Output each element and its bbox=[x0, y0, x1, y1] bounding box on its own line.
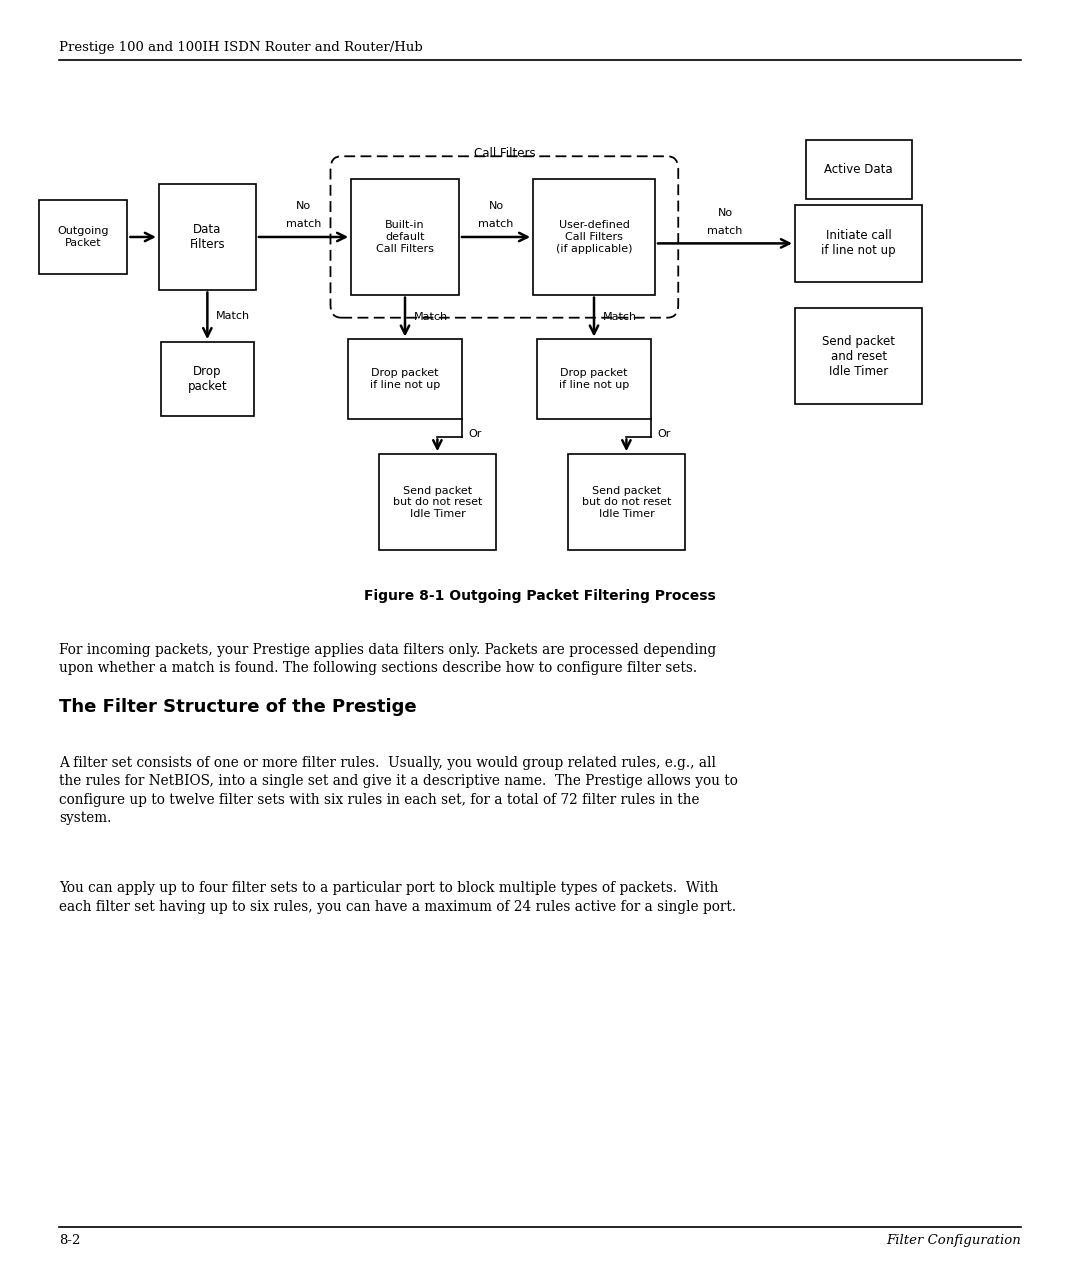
Text: Active Data: Active Data bbox=[824, 163, 893, 175]
Text: No: No bbox=[296, 201, 311, 211]
Text: Call Filters: Call Filters bbox=[473, 147, 536, 160]
Bar bbox=[351, 179, 459, 295]
Text: match: match bbox=[478, 219, 514, 229]
Bar bbox=[161, 342, 254, 416]
Text: Drop
packet: Drop packet bbox=[188, 365, 227, 393]
Bar bbox=[538, 339, 650, 419]
Text: For incoming packets, your Prestige applies data filters only. Packets are proce: For incoming packets, your Prestige appl… bbox=[59, 643, 717, 675]
Text: Or: Or bbox=[657, 429, 671, 439]
Bar bbox=[348, 339, 462, 419]
Text: User-defined
Call Filters
(if applicable): User-defined Call Filters (if applicable… bbox=[556, 220, 632, 254]
Bar bbox=[806, 140, 912, 199]
Text: A filter set consists of one or more filter rules.  Usually, you would group rel: A filter set consists of one or more fil… bbox=[59, 756, 739, 825]
Text: Match: Match bbox=[216, 311, 251, 320]
Text: Data
Filters: Data Filters bbox=[190, 223, 225, 251]
Text: Match: Match bbox=[603, 313, 637, 322]
Text: Send packet
but do not reset
Idle Timer: Send packet but do not reset Idle Timer bbox=[393, 485, 482, 519]
Bar bbox=[534, 179, 654, 295]
Text: match: match bbox=[707, 225, 743, 236]
Text: Outgoing
Packet: Outgoing Packet bbox=[57, 227, 109, 247]
Text: No: No bbox=[488, 201, 503, 211]
Text: Match: Match bbox=[414, 313, 448, 322]
Text: Filter Configuration: Filter Configuration bbox=[886, 1234, 1021, 1246]
Text: Send packet
but do not reset
Idle Timer: Send packet but do not reset Idle Timer bbox=[582, 485, 671, 519]
Bar bbox=[39, 200, 127, 274]
Bar bbox=[795, 309, 922, 405]
Text: Send packet
and reset
Idle Timer: Send packet and reset Idle Timer bbox=[822, 334, 895, 378]
Text: You can apply up to four filter sets to a particular port to block multiple type: You can apply up to four filter sets to … bbox=[59, 881, 737, 913]
Text: Figure 8-1 Outgoing Packet Filtering Process: Figure 8-1 Outgoing Packet Filtering Pro… bbox=[364, 589, 716, 603]
Bar bbox=[568, 455, 685, 551]
Text: Built-in
default
Call Filters: Built-in default Call Filters bbox=[376, 220, 434, 254]
Bar bbox=[379, 455, 496, 551]
Text: Drop packet
if line not up: Drop packet if line not up bbox=[369, 369, 441, 389]
Text: The Filter Structure of the Prestige: The Filter Structure of the Prestige bbox=[59, 698, 417, 716]
Text: 8-2: 8-2 bbox=[59, 1234, 81, 1246]
Text: Drop packet
if line not up: Drop packet if line not up bbox=[558, 369, 630, 389]
Text: Or: Or bbox=[469, 429, 482, 439]
Text: No: No bbox=[717, 208, 732, 218]
Text: Prestige 100 and 100IH ISDN Router and Router/Hub: Prestige 100 and 100IH ISDN Router and R… bbox=[59, 41, 423, 54]
Bar bbox=[795, 205, 922, 282]
Text: Initiate call
if line not up: Initiate call if line not up bbox=[821, 229, 896, 257]
Bar bbox=[159, 184, 256, 290]
Text: match: match bbox=[286, 219, 321, 229]
